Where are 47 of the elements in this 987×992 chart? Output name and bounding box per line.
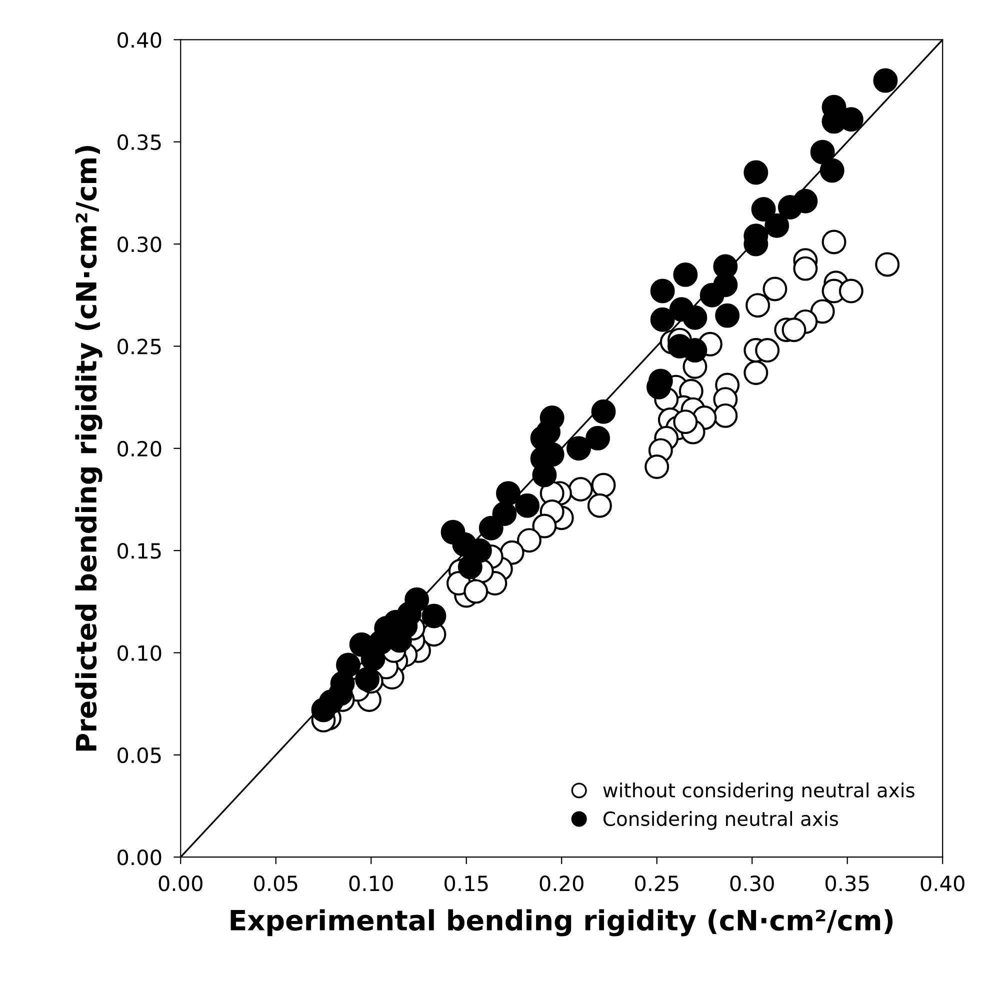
y-axis-title: Predicted bending rigidity (cN·cm²/cm) (75, 146, 102, 751)
x-tick-label: 0.10 (349, 876, 393, 892)
point (478, 516, 504, 540)
point (715, 303, 740, 328)
point (650, 307, 675, 332)
x-tick-label: 0.15 (444, 876, 488, 892)
point (458, 554, 482, 580)
point (591, 399, 616, 424)
x-tick-label: 0.20 (540, 876, 584, 892)
point (700, 282, 724, 308)
y-tick-label: 0.10 (118, 645, 162, 661)
point (744, 160, 768, 185)
x-axis-title: Experimental bending rigidity (cN·cm²/cm) (230, 909, 893, 936)
point (793, 188, 818, 214)
x-tick-label: 0.05 (254, 876, 298, 892)
legend-label: without considering neutral axis (603, 782, 914, 802)
point (515, 493, 540, 518)
point (311, 698, 336, 722)
point (422, 604, 446, 628)
y-tick-label: 0.30 (118, 236, 162, 252)
x-tick-label: 0.30 (730, 876, 774, 892)
point (566, 436, 591, 461)
point (673, 262, 698, 287)
y-tick-label: 0.05 (118, 747, 161, 764)
legend-label: Considering neutral axis (604, 811, 838, 830)
y-tick-label: 0.20 (118, 440, 162, 457)
point (682, 305, 708, 330)
point (682, 338, 708, 363)
point (492, 502, 517, 526)
point (810, 140, 835, 164)
point (650, 278, 675, 304)
point (764, 213, 790, 238)
x-tick-label: 0.00 (158, 876, 202, 892)
point (751, 197, 776, 222)
y-tick-label: 0.00 (118, 850, 162, 866)
point (820, 158, 844, 183)
point (355, 667, 380, 692)
point (496, 481, 521, 506)
x-tick-label: 0.35 (826, 876, 869, 892)
y-tick-label: 0.40 (118, 32, 162, 48)
y-tick-label: 0.35 (118, 134, 161, 150)
x-tick-label: 0.40 (920, 876, 964, 892)
point (586, 426, 610, 450)
y-tick-label: 0.15 (118, 543, 161, 559)
point (873, 68, 898, 93)
x-tick-label: 0.25 (635, 876, 678, 892)
y-tick-label: 0.25 (118, 338, 161, 354)
